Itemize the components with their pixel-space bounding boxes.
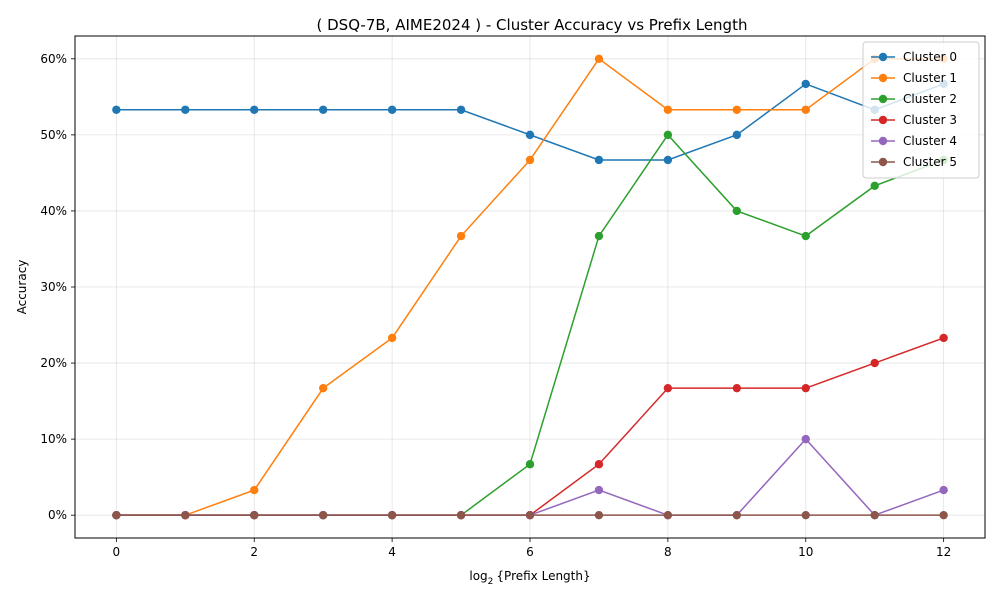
- data-point: [870, 358, 879, 368]
- chart-title: ( DSQ-7B, AIME2024 ) - Cluster Accuracy …: [317, 16, 748, 34]
- y-axis-label: Accuracy: [15, 260, 29, 315]
- data-point: [801, 105, 810, 114]
- y-tick-label: 60%: [40, 52, 67, 66]
- series-cluster-0: [112, 79, 948, 165]
- data-point: [732, 383, 742, 393]
- y-tick-label: 50%: [40, 128, 67, 142]
- x-axis-label-subscript: 2: [488, 577, 494, 587]
- data-point: [318, 510, 328, 520]
- y-tick-label: 30%: [40, 280, 67, 294]
- legend-marker: [878, 115, 888, 125]
- x-axis-label-prefix: log: [469, 569, 487, 583]
- data-point: [801, 510, 810, 520]
- data-point: [387, 510, 397, 520]
- data-point: [801, 434, 810, 444]
- legend-entry: Cluster 1: [871, 71, 957, 85]
- x-tick-label: 4: [388, 545, 396, 559]
- legend-entry: Cluster 5: [871, 155, 957, 169]
- data-point: [594, 510, 604, 520]
- data-point: [939, 510, 948, 520]
- legend-label: Cluster 1: [903, 71, 957, 85]
- data-point: [387, 105, 397, 114]
- y-tick-label: 0%: [48, 508, 67, 522]
- data-point: [594, 460, 604, 469]
- data-point: [732, 130, 742, 140]
- data-point: [732, 105, 742, 114]
- data-point: [663, 105, 673, 114]
- data-point: [870, 181, 879, 191]
- data-point: [525, 130, 535, 140]
- legend-marker: [878, 157, 888, 167]
- x-tick-label: 6: [526, 545, 534, 559]
- legend-entry: Cluster 3: [871, 113, 957, 127]
- data-point: [250, 105, 259, 114]
- data-point: [387, 333, 397, 343]
- legend-entry: Cluster 0: [871, 50, 957, 64]
- data-point: [318, 383, 328, 393]
- legend-marker: [878, 73, 888, 83]
- legend-label: Cluster 2: [903, 92, 957, 106]
- data-point: [663, 383, 673, 393]
- data-point: [456, 105, 466, 114]
- series-layer: [112, 54, 948, 520]
- y-tick-label: 40%: [40, 204, 67, 218]
- x-axis: 0 2 4 6 8 10 12: [113, 538, 951, 559]
- y-tick-label: 20%: [40, 356, 67, 370]
- x-tick-label: 0: [113, 545, 121, 559]
- data-point: [181, 510, 190, 520]
- legend-label: Cluster 3: [903, 113, 957, 127]
- data-point: [732, 510, 742, 520]
- data-point: [250, 485, 259, 495]
- x-axis-label-rest: {Prefix Length}: [496, 569, 590, 583]
- legend-label: Cluster 4: [903, 134, 957, 148]
- data-point: [594, 231, 604, 241]
- data-point: [594, 485, 604, 495]
- legend: Cluster 0 Cluster 1 Cluster 2 Cluster 3 Clus…: [862, 41, 980, 179]
- x-tick-label: 12: [936, 545, 951, 559]
- x-axis-label: log2 {Prefix Length}: [469, 569, 590, 587]
- data-point: [939, 333, 948, 343]
- data-point: [456, 510, 466, 520]
- data-point: [663, 130, 673, 140]
- x-tick-label: 2: [250, 545, 258, 559]
- data-point: [250, 510, 259, 520]
- series-cluster-5: [112, 510, 948, 520]
- data-point: [112, 105, 121, 114]
- legend-label: Cluster 0: [903, 50, 957, 64]
- data-point: [801, 231, 810, 241]
- data-point: [525, 510, 535, 520]
- data-point: [318, 105, 328, 114]
- data-point: [456, 231, 466, 241]
- data-point: [525, 155, 535, 165]
- data-point: [801, 79, 810, 89]
- legend-marker: [878, 94, 888, 104]
- data-point: [732, 206, 742, 216]
- x-tick-label: 10: [798, 545, 813, 559]
- data-point: [663, 510, 673, 520]
- data-point: [112, 510, 121, 520]
- data-point: [594, 155, 604, 165]
- data-point: [181, 105, 190, 114]
- x-tick-label: 8: [664, 545, 672, 559]
- legend-entry: Cluster 2: [871, 92, 957, 106]
- data-point: [663, 155, 673, 165]
- legend-entry: Cluster 4: [871, 134, 957, 148]
- legend-box: [862, 41, 980, 179]
- data-point: [939, 485, 948, 495]
- y-tick-label: 10%: [40, 432, 67, 446]
- data-point: [594, 54, 604, 64]
- data-point: [525, 460, 535, 469]
- data-point: [870, 510, 879, 520]
- legend-marker: [878, 136, 888, 146]
- y-axis: 0% 10% 20% 30% 40% 50% 60%: [40, 52, 75, 522]
- legend-marker: [878, 52, 888, 62]
- legend-label: Cluster 5: [903, 155, 957, 169]
- data-point: [801, 383, 810, 393]
